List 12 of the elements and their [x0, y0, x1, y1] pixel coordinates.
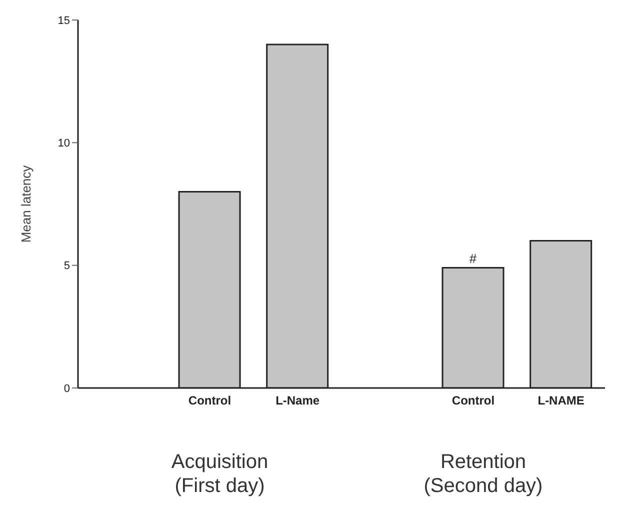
text: Retention (Second day)	[422, 450, 544, 498]
y-axis-title: Mean latency	[18, 164, 34, 243]
x-tick-label: Control	[452, 394, 495, 408]
x-tick-label: L-NAME	[538, 394, 584, 408]
x-tick-label: L-Name	[276, 394, 320, 408]
y-tick-label: 10	[58, 138, 70, 150]
y-tick-label: 15	[58, 14, 70, 27]
text: Acquisition (First day)	[170, 450, 270, 498]
y-tick-label: 0	[64, 382, 70, 395]
y-tick-label: 5	[64, 260, 70, 272]
data-label: #	[469, 250, 478, 266]
x-tick-label: Control	[188, 394, 232, 408]
